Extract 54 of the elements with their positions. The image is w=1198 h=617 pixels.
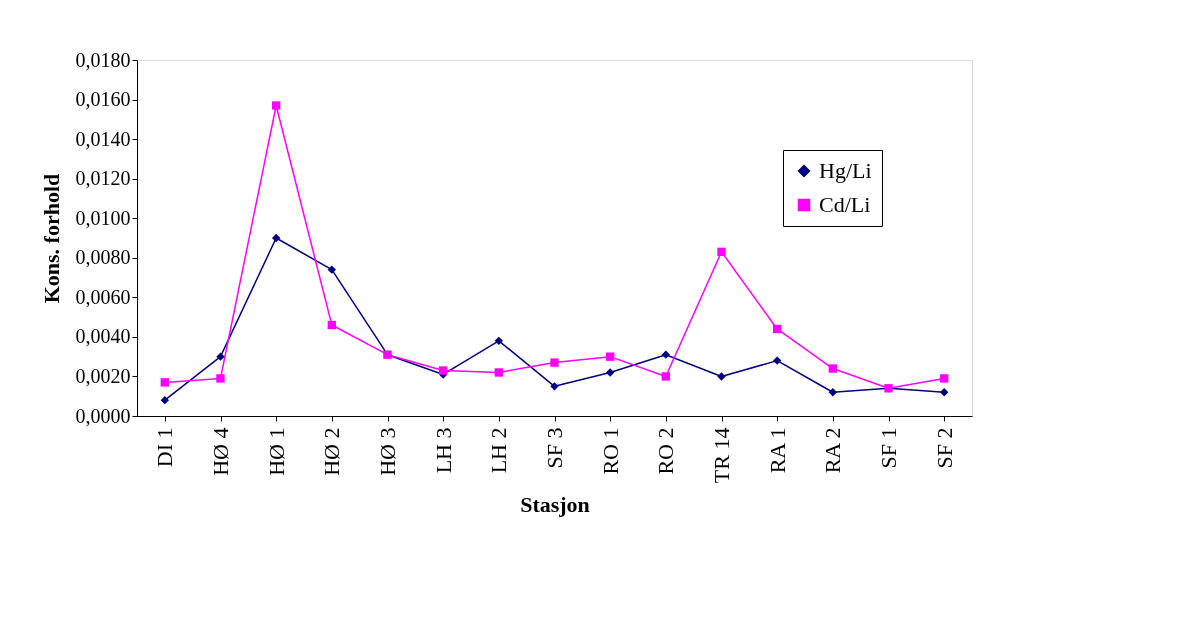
x-tick-label: RA 1 [764, 427, 790, 474]
x-tick-label: HØ 1 [263, 427, 289, 476]
point [216, 352, 225, 361]
point [271, 101, 281, 110]
point [717, 372, 726, 381]
x-tick-label: SF 3 [542, 427, 567, 469]
point [605, 368, 615, 377]
legend-label: Cd/Li [819, 192, 871, 217]
point [828, 364, 838, 373]
y-axis-title: Kons. forhold [38, 173, 64, 304]
x-tick-label: TR 14 [709, 427, 734, 484]
point [438, 366, 448, 375]
y-tick-label: 0,0160 [75, 88, 131, 111]
x-tick-label: RO 2 [653, 427, 679, 475]
x-tick-label: RA 2 [820, 427, 846, 474]
legend-label: Hg/Li [819, 158, 872, 183]
y-tick-label: 0,0080 [75, 246, 131, 269]
y-tick-label: 0,0180 [75, 48, 131, 71]
point [772, 324, 782, 334]
point [550, 382, 559, 391]
point [939, 388, 949, 397]
point [160, 395, 170, 405]
y-tick-label: 0,0000 [75, 404, 131, 427]
point [216, 374, 225, 383]
x-tick-label: DI 1 [152, 427, 178, 468]
point [772, 356, 782, 365]
y-tick-label: 0,0020 [75, 364, 131, 387]
x-tick-label: HØ 4 [208, 427, 233, 476]
point [550, 358, 559, 367]
x-axis-title: Stasjon [520, 492, 590, 518]
x-tick-label: HØ 2 [319, 427, 345, 476]
x-tick-label: HØ 3 [375, 427, 400, 476]
point [494, 336, 504, 346]
x-tick-label: LH 2 [486, 427, 512, 474]
y-tick-label: 0,0060 [75, 285, 131, 308]
point [271, 233, 281, 243]
point [939, 374, 949, 383]
point [494, 368, 504, 377]
y-tick-label: 0,0120 [75, 167, 131, 190]
x-tick-label: SF 2 [931, 427, 957, 469]
y-tick-label: 0,0040 [75, 325, 131, 348]
x-tick-label: SF 1 [876, 427, 901, 469]
x-tick-label: RO 1 [597, 427, 623, 475]
point [160, 378, 170, 387]
x-tick-label: LH 3 [430, 427, 456, 474]
point [661, 372, 671, 381]
y-tick-label: 0,0100 [75, 206, 131, 229]
point [327, 265, 337, 274]
y-tick-label: 0,0140 [75, 127, 131, 150]
point [828, 388, 838, 397]
point [661, 350, 671, 359]
point [327, 320, 337, 330]
point [717, 247, 726, 257]
point [605, 352, 615, 361]
